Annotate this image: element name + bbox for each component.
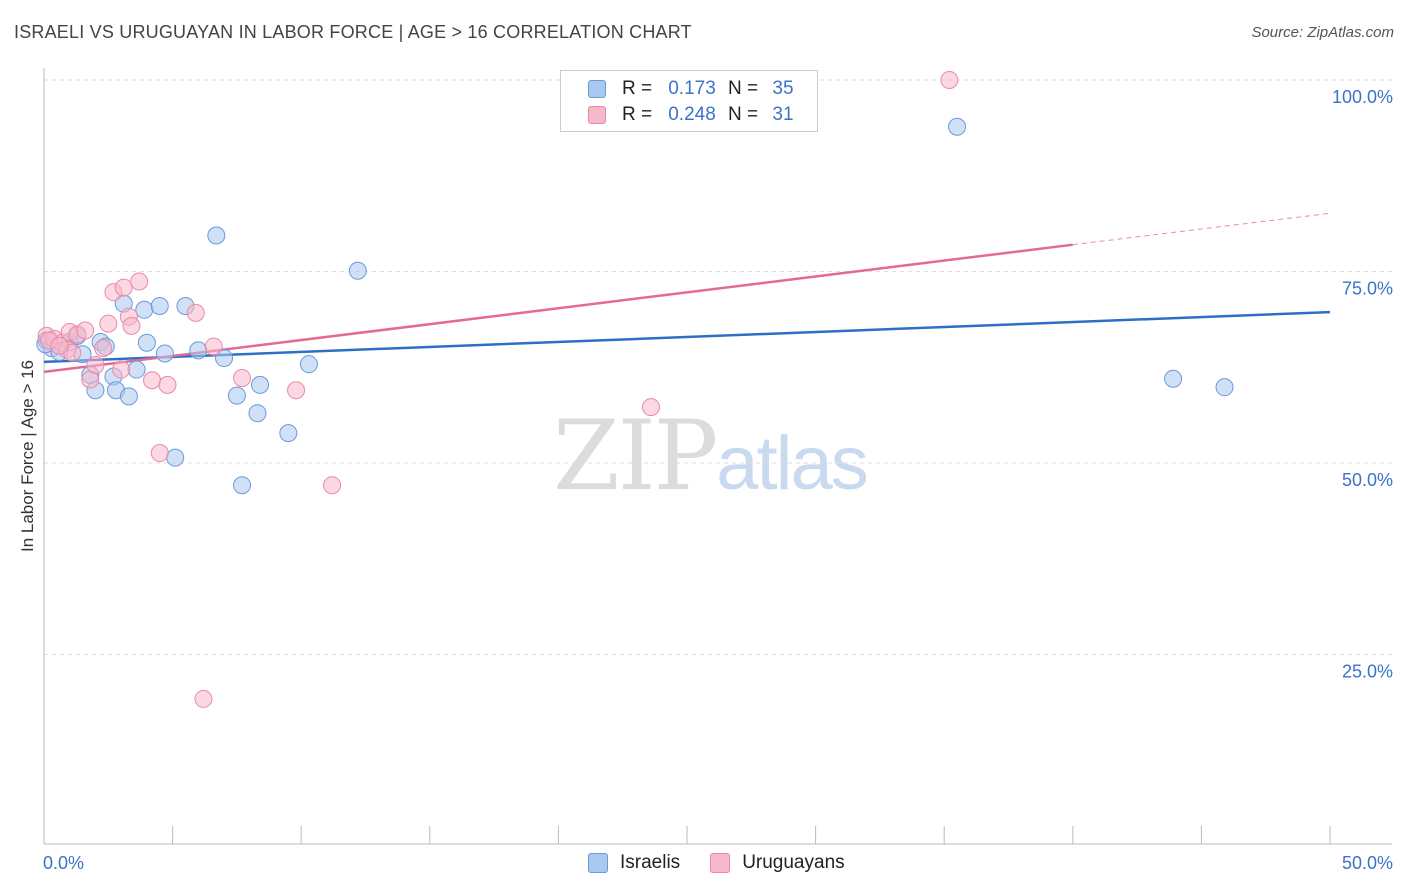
uruguayans-point <box>940 71 959 89</box>
r-value: 0.173 <box>668 78 716 99</box>
legend-item-uruguayans: Uruguayans <box>710 852 845 874</box>
israelis-point <box>119 387 138 406</box>
data-points <box>36 71 1234 708</box>
israelis-point <box>207 226 226 245</box>
chart-title: ISRAELI VS URUGUAYAN IN LABOR FORCE | AG… <box>14 22 692 42</box>
uruguayans-point <box>186 303 205 322</box>
legend-row-israelis: R = 0.173 N = 35 <box>588 77 802 101</box>
r-value: 0.248 <box>668 104 716 125</box>
y-tick-label: 75.0% <box>1342 279 1393 299</box>
uruguayans-point <box>86 355 105 374</box>
uruguayans-point <box>323 476 342 495</box>
tick-labels: 25.0% 50.0% 75.0% 100.0% 0.0% 50.0% <box>43 87 1393 873</box>
uruguayans-point <box>94 339 113 358</box>
y-tick-label: 25.0% <box>1342 662 1393 682</box>
n-value: 31 <box>772 104 794 125</box>
uruguayans-point <box>99 314 118 333</box>
uruguayans-point <box>287 381 306 400</box>
israelis-point <box>299 355 318 374</box>
uruguayans-point <box>114 278 133 297</box>
uruguayans-point <box>641 398 660 417</box>
uruguayans-point <box>204 337 223 356</box>
x-tick-label-max: 50.0% <box>1342 853 1393 873</box>
israelis-point <box>166 448 185 467</box>
watermark-zip: ZIP <box>553 400 718 512</box>
uruguayans-point <box>143 371 162 390</box>
israelis-point <box>137 333 156 352</box>
legend-label-uruguayans: Uruguayans <box>742 852 845 873</box>
uruguayans-swatch <box>588 106 606 124</box>
israelis-point <box>251 375 270 394</box>
israelis-point <box>215 349 234 368</box>
legend-label-israelis: Israelis <box>620 852 681 873</box>
israelis-point <box>155 344 174 363</box>
israelis-point <box>348 261 367 280</box>
uruguayans-point <box>50 336 69 355</box>
israelis-point <box>227 386 246 405</box>
y-tick-label: 100.0% <box>1332 87 1393 107</box>
israelis-swatch <box>588 80 606 98</box>
n-label: N = <box>728 104 759 125</box>
israelis-point <box>1215 378 1234 397</box>
uruguayans-point <box>158 375 177 394</box>
trend-lines <box>43 212 1331 374</box>
israelis-point <box>248 404 267 423</box>
n-label: N = <box>728 78 759 99</box>
uruguayans-point <box>194 689 213 708</box>
israelis-point <box>279 424 298 443</box>
israelis-point <box>189 341 208 360</box>
uruguayans-point <box>122 316 141 335</box>
israelis-swatch <box>588 853 608 873</box>
israelis-point <box>127 360 146 379</box>
axes <box>43 68 1392 845</box>
r-label: R = <box>622 104 653 125</box>
legend-item-israelis: Israelis <box>588 852 680 874</box>
uruguayans-point <box>112 360 131 379</box>
source-credit: Source: ZipAtlas.com <box>1251 24 1394 41</box>
uruguayans-swatch <box>710 853 731 873</box>
israelis-point <box>948 117 967 136</box>
y-tick-label: 50.0% <box>1342 470 1393 490</box>
r-label: R = <box>622 78 653 99</box>
x-tick-label-min: 0.0% <box>43 853 84 873</box>
watermark: ZIPatlas <box>553 400 869 512</box>
uruguayans-trend-extension <box>1072 212 1331 246</box>
uruguayans-point <box>76 321 95 340</box>
israelis-trend-line <box>43 310 1331 364</box>
israelis-point <box>135 300 154 319</box>
uruguayans-point <box>233 368 252 387</box>
legend-row-uruguayans: R = 0.248 N = 31 <box>588 103 802 127</box>
israelis-point <box>150 296 169 315</box>
israelis-point <box>1164 369 1183 388</box>
israelis-point <box>233 476 252 495</box>
series-legend: Israelis Uruguayans <box>588 852 875 874</box>
n-value: 35 <box>772 78 794 99</box>
uruguayans-point <box>150 444 169 463</box>
grid-lines <box>44 79 1392 655</box>
uruguayans-point <box>130 272 149 291</box>
correlation-legend: R = 0.173 N = 35 R = 0.248 N = 31 <box>560 70 818 132</box>
